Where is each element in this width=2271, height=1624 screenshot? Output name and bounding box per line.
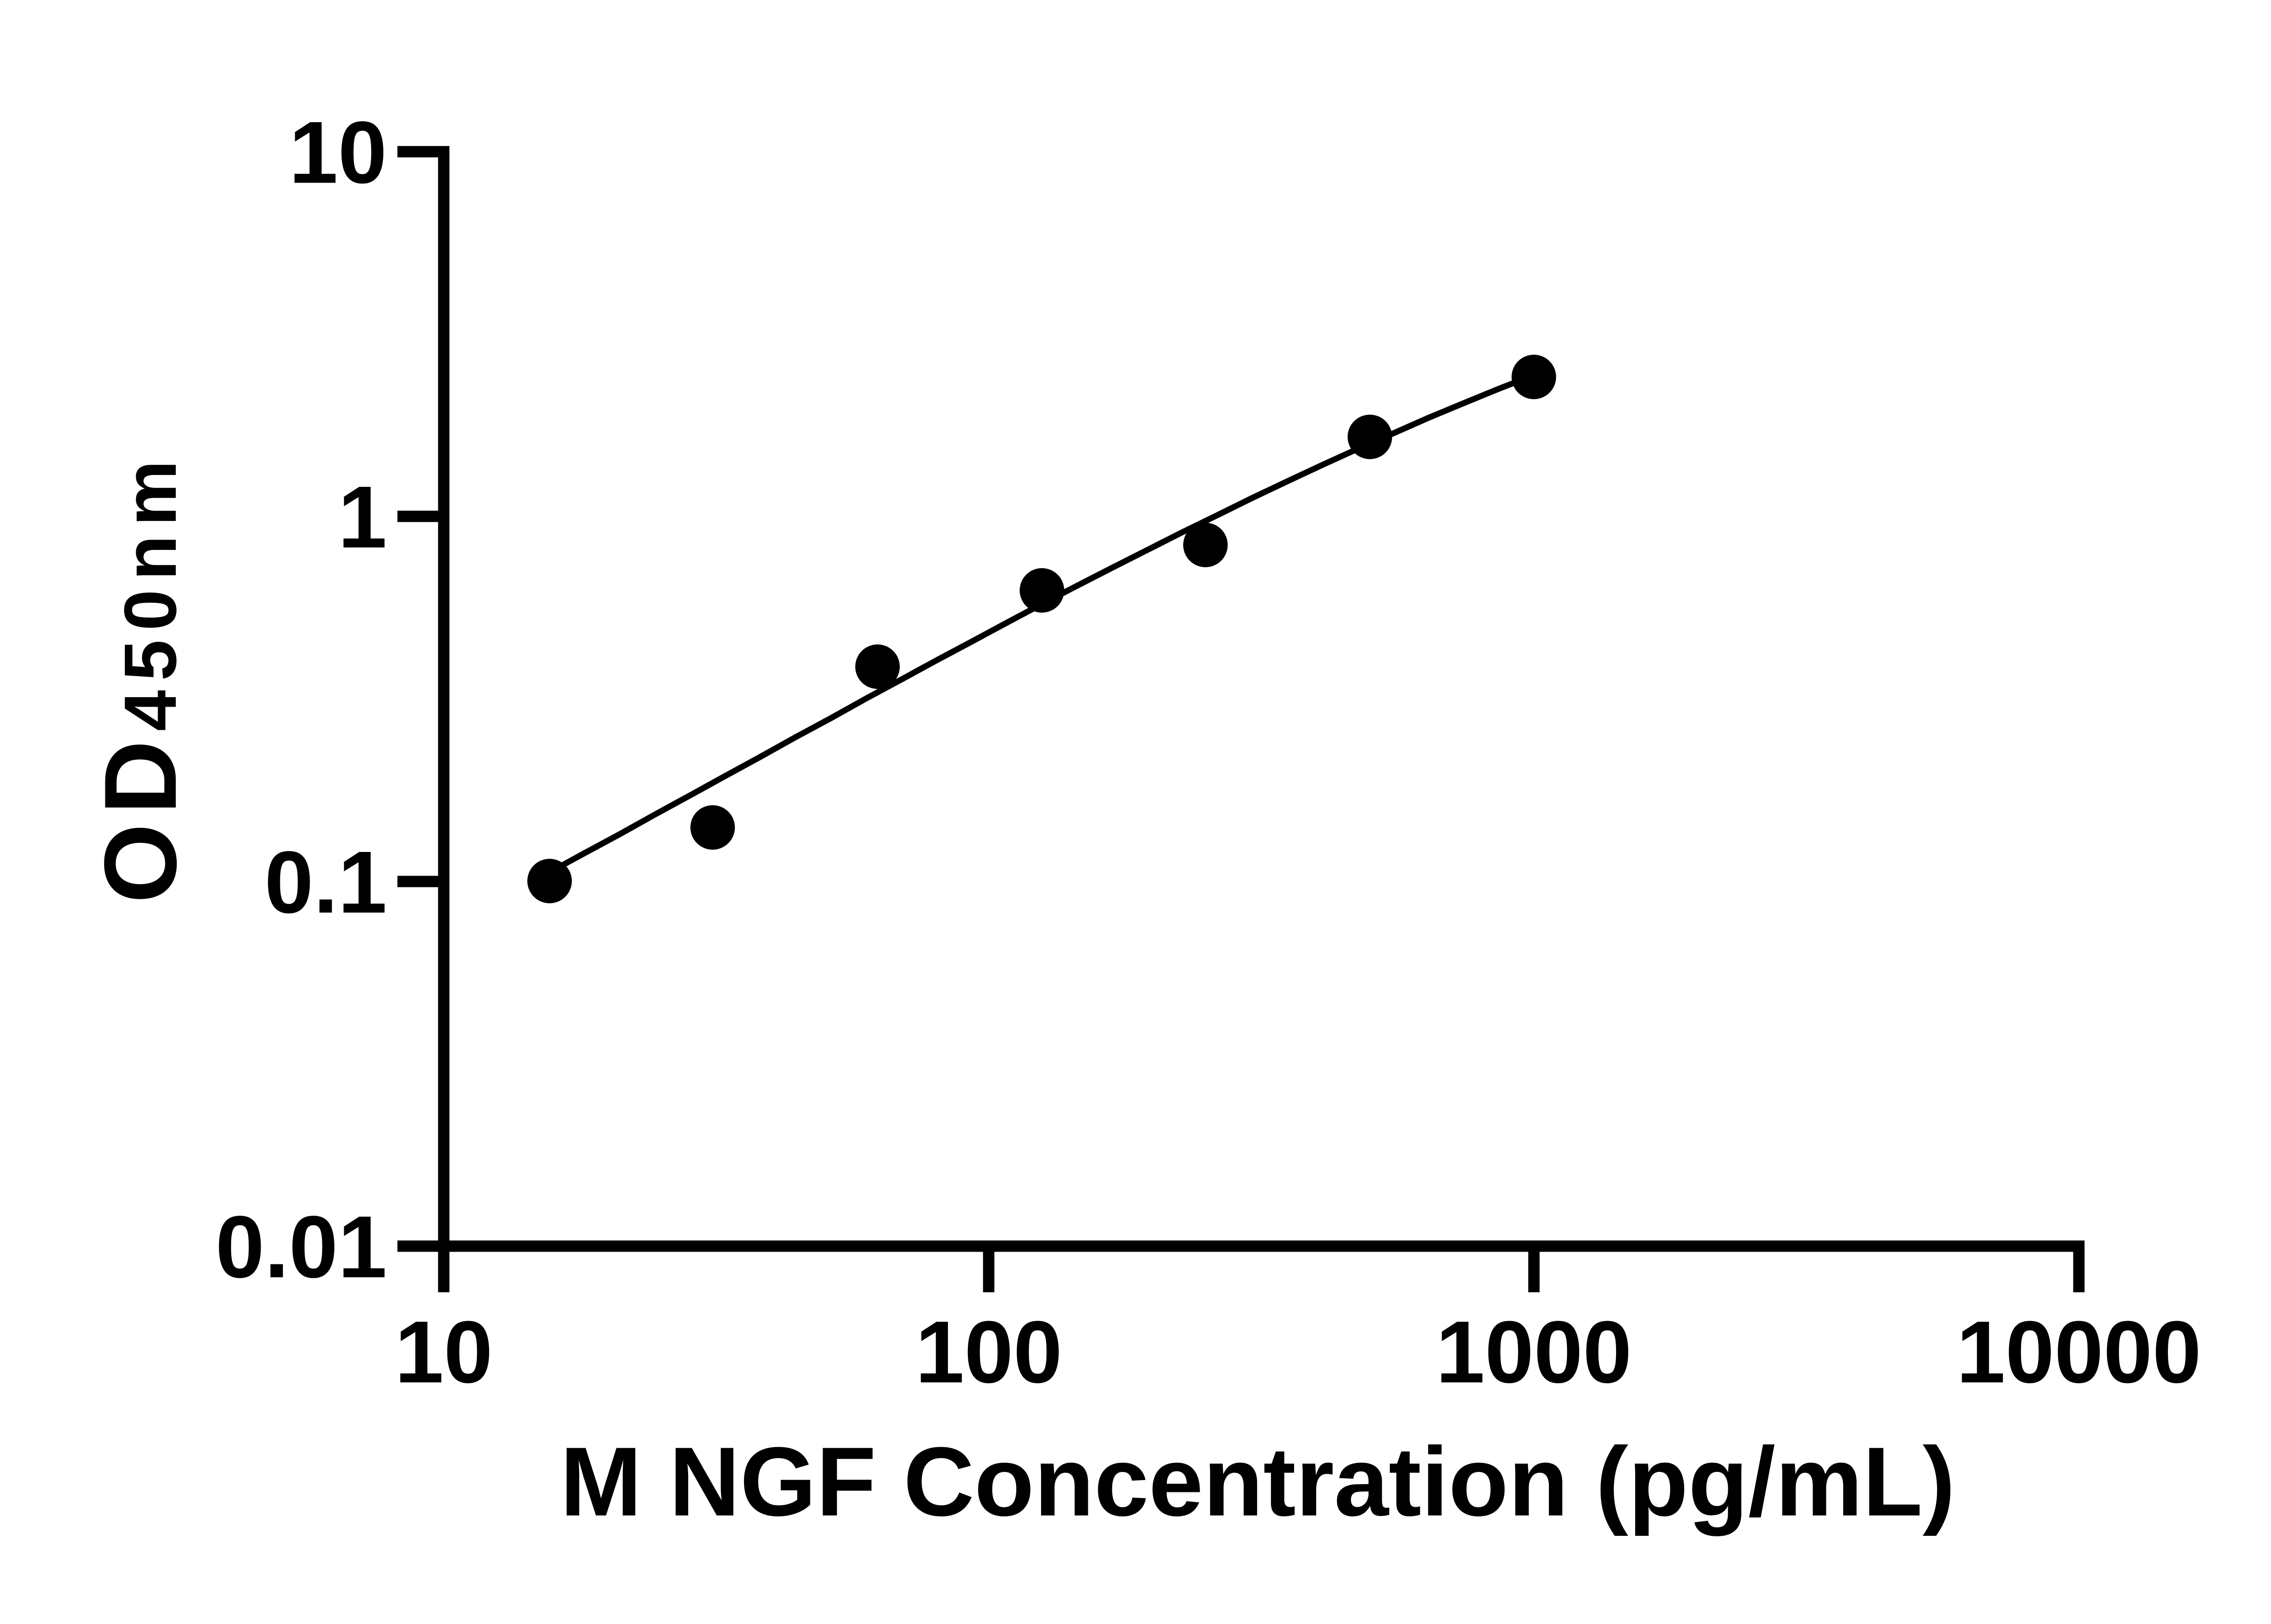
- svg-text:M NGF Concentration (pg/mL): M NGF Concentration (pg/mL): [560, 1426, 1955, 1536]
- svg-text:10: 10: [395, 1303, 493, 1401]
- svg-text:1000: 1000: [1436, 1303, 1632, 1401]
- svg-text:10: 10: [289, 104, 387, 202]
- svg-text:0.01: 0.01: [215, 1198, 387, 1297]
- svg-text:1: 1: [338, 468, 387, 567]
- svg-text:0.1: 0.1: [264, 833, 387, 932]
- svg-text:100: 100: [915, 1303, 1062, 1401]
- svg-text:10000: 10000: [1956, 1303, 2201, 1401]
